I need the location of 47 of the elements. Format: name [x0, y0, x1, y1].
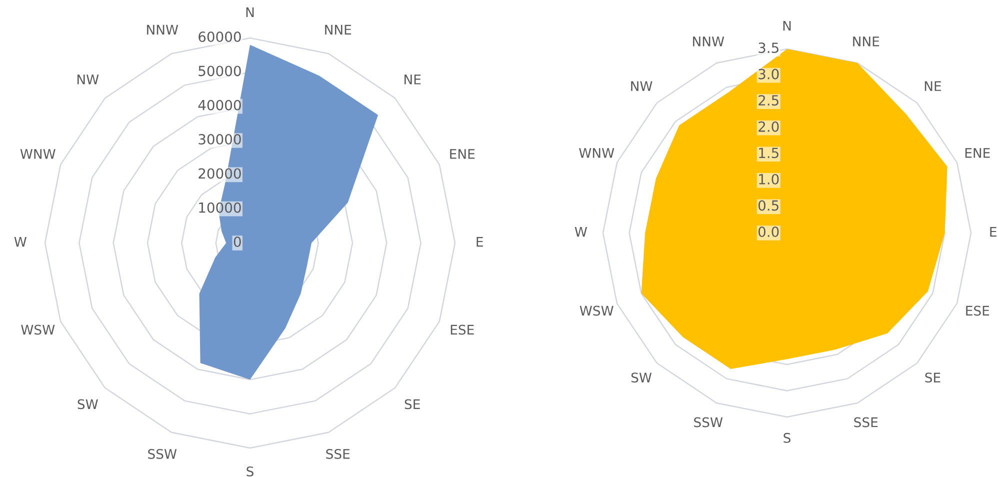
y-tick-label: 3.5 — [758, 42, 778, 54]
spoke-label: NNW — [147, 24, 178, 35]
spoke-label: W — [14, 237, 26, 247]
spoke-label: NNE — [853, 36, 880, 46]
spoke-label: N — [783, 20, 791, 31]
spoke-label: WSW — [580, 306, 614, 316]
y-tick-label: 60000 — [198, 32, 241, 42]
y-tick-label: 3.0 — [758, 68, 779, 80]
spoke-label: NNW — [693, 36, 724, 46]
y-tick-label: 2.5 — [758, 95, 778, 106]
spoke-label: W — [574, 227, 588, 237]
y-tick-label: 0 — [234, 236, 241, 248]
spoke-label: NE — [924, 81, 941, 91]
spoke-label: NE — [404, 74, 421, 84]
spoke-label: ENE — [450, 149, 475, 159]
spoke-label: S — [784, 432, 790, 443]
spoke-label: NW — [631, 81, 652, 91]
spoke-label: SW — [631, 372, 652, 383]
spoke-label: SE — [925, 372, 940, 383]
spoke-label: SE — [404, 399, 420, 410]
y-tick-label: 0.0 — [758, 226, 779, 238]
spoke-label: ESE — [966, 306, 990, 316]
y-tick-label: 1.0 — [759, 174, 779, 184]
spoke-label: NW — [77, 74, 99, 84]
y-tick-label: 10000 — [199, 202, 241, 213]
spoke-label: SSW — [148, 448, 177, 459]
spoke-label: SW — [78, 399, 98, 410]
y-tick-label: 20000 — [198, 168, 241, 179]
y-tick-label: 30000 — [198, 134, 241, 145]
spoke-label: WNW — [579, 148, 614, 158]
spoke-label: ENE — [965, 148, 990, 158]
y-tick-label: 0.5 — [758, 200, 778, 211]
spoke-label: S — [246, 466, 254, 476]
spoke-label: SSE — [854, 417, 878, 428]
spoke-label: SSE — [326, 448, 350, 459]
spoke-label: N — [246, 7, 254, 18]
spoke-label: E — [990, 227, 996, 237]
spoke-label: ESE — [450, 324, 474, 335]
y-tick-label: 1.5 — [759, 148, 778, 158]
spoke-label: E — [476, 237, 483, 247]
spoke-label: WSW — [21, 324, 55, 335]
spoke-label: NNE — [325, 24, 352, 35]
spoke-label: SSW — [694, 417, 723, 428]
y-tick-label: 2.0 — [758, 121, 779, 132]
y-tick-label: 50000 — [198, 66, 241, 76]
y-tick-label: 40000 — [198, 100, 241, 110]
spoke-label: WNW — [20, 149, 56, 159]
